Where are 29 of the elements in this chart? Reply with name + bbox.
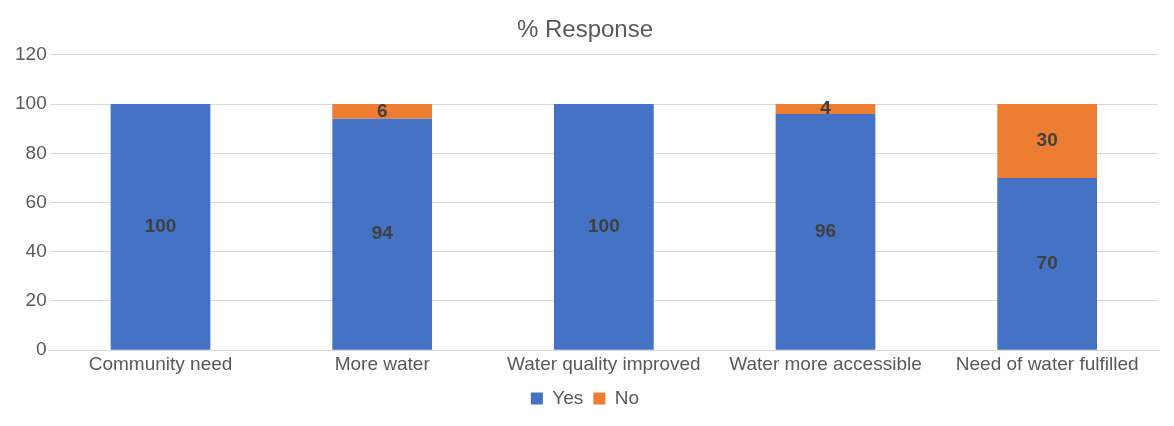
data-label: 94 [371, 222, 394, 244]
y-tick-label: 80 [25, 141, 47, 163]
y-tick-label: 20 [25, 289, 47, 311]
bar [997, 177, 1098, 350]
x-tick-label: Need of water fulfilled [955, 352, 1139, 374]
bar [332, 104, 433, 119]
data-label: 100 [588, 215, 620, 237]
x-tick-label: More water [334, 352, 431, 374]
x-tick-label: Water more accessible [729, 352, 922, 374]
x-tick-label: Water quality improved [507, 352, 701, 374]
x-tick-label: Community need [88, 352, 233, 374]
legend-label: Yes [552, 386, 584, 408]
legend-label: No [614, 386, 640, 408]
data-label: 70 [1036, 252, 1058, 274]
bar [110, 104, 211, 350]
data-label: 96 [814, 220, 837, 242]
bar [775, 113, 876, 350]
data-label: 100 [144, 215, 177, 237]
bar [553, 104, 654, 350]
y-tick-label: 120 [15, 43, 47, 65]
y-tick-label: 100 [15, 92, 47, 114]
y-tick-label: 60 [25, 190, 47, 212]
chart-title: % Response [516, 15, 654, 43]
bar [332, 118, 433, 350]
y-tick-label: 0 [36, 338, 47, 360]
data-label: 6 [376, 99, 388, 121]
y-tick-label: 40 [25, 239, 47, 261]
bar [997, 104, 1098, 178]
data-label: 30 [1036, 129, 1058, 151]
